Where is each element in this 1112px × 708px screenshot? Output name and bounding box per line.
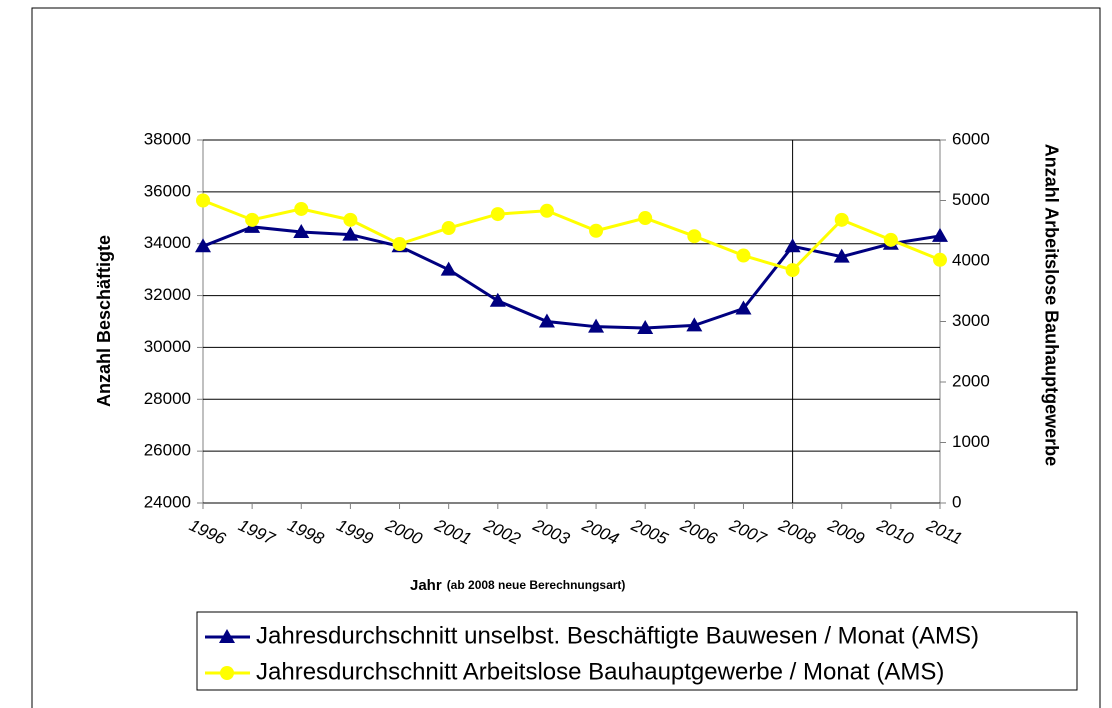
y2-tick-label: 0 [952,492,961,511]
y-tick-label: 32000 [144,285,191,304]
y2-tick-label: 1000 [952,432,990,451]
marker [440,261,457,276]
x-tick-label: 2002 [480,515,524,549]
x-axis-title-note: (ab 2008 neue Berechnungsart) [447,578,626,592]
marker [196,193,210,208]
x-tick-label: 1998 [285,515,328,548]
marker [638,211,653,226]
x-tick-label: 2003 [529,515,573,549]
y-tick-label: 38000 [144,129,191,148]
y-axis-title: Anzahl Beschäftigte [94,235,114,407]
x-tick-label: 2009 [824,515,868,549]
marker [245,212,260,227]
marker [686,317,703,332]
marker [343,212,358,227]
marker [293,224,310,239]
y2-tick-label: 2000 [952,371,990,390]
marker [933,252,947,267]
marker [932,227,948,242]
marker [637,319,654,334]
y-tick-label: 30000 [144,337,191,356]
marker [588,318,605,333]
x-tick-label: 2010 [873,515,917,549]
x-tick-label: 2004 [578,515,621,549]
marker [785,263,800,278]
marker [883,232,898,247]
x-axis-title-main: Jahr [410,577,442,594]
series-line [202,199,941,272]
marker [489,292,506,307]
y-tick-label: 28000 [144,389,191,408]
y-tick-label: 36000 [144,181,191,200]
marker [687,229,702,244]
x-tick-label: 2011 [923,515,965,548]
marker [220,666,234,680]
y-tick-label: 34000 [144,233,191,252]
x-tick-label: 2005 [628,515,672,549]
marker [392,237,407,252]
x-tick-label: 1997 [235,515,278,548]
marker [589,223,604,238]
marker [294,201,309,216]
y-tick-label: 26000 [144,441,191,460]
marker [490,207,505,222]
legend [196,611,1078,691]
x-tick-label: 2001 [431,515,474,549]
legend-label: Jahresdurchschnitt Arbeitslose Bauhauptg… [256,658,944,685]
marker [441,221,456,236]
x-axis-title: Jahr (ab 2008 neue Berechnungsart) [410,577,625,594]
chart-frame [31,7,1101,708]
x-tick-label: 2007 [726,515,770,549]
y2-tick-label: 3000 [952,311,990,330]
marker [342,226,359,241]
y-tick-label: 24000 [144,492,191,511]
x-tick-label: 1999 [334,515,377,548]
y2-tick-label: 5000 [952,190,990,209]
marker [834,212,849,227]
x-tick-label: 2008 [775,515,819,549]
x-tick-label: 2006 [677,515,721,549]
x-tick-label: 1996 [186,515,229,548]
marker [219,629,235,643]
marker [539,203,554,218]
marker [736,248,751,263]
marker [735,300,752,315]
marker [784,238,801,253]
y2-tick-label: 6000 [952,129,990,148]
legend-label: Jahresdurchschnitt unselbst. Beschäftigt… [256,622,979,649]
marker [195,238,211,253]
marker [538,313,555,328]
plot-area [202,139,941,504]
series-line [202,225,941,330]
marker [833,248,850,263]
y2-axis-title: Anzahl Arbeitslose Bauhauptgewerbe [1041,144,1061,466]
x-tick-label: 2000 [382,515,426,549]
y2-tick-label: 4000 [952,250,990,269]
